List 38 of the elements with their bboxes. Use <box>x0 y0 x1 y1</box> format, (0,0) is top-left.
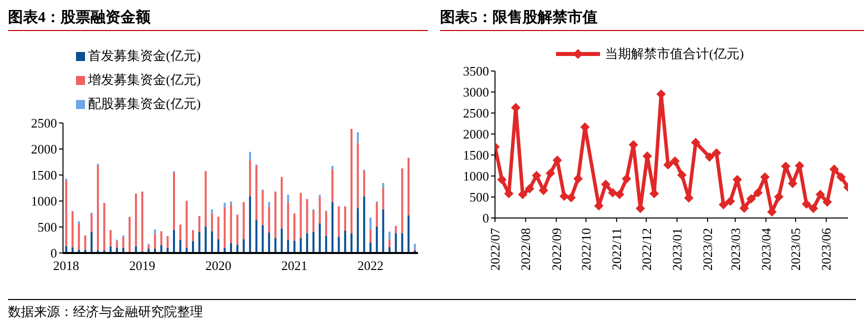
x-tick-label: 2018 <box>53 258 80 274</box>
x-tick-label: 2023/01 <box>669 228 684 271</box>
x-tick-label: 2022/09 <box>548 228 564 271</box>
chart-title: 图表4：股票融资金额 <box>8 8 428 31</box>
y-tick-label: 2500 <box>31 116 57 131</box>
x-tick-label: 2021 <box>281 258 308 274</box>
x-tick-label: 2022/10 <box>578 228 594 271</box>
x-tick-label: 2023/06 <box>818 228 834 271</box>
x-tick-label: 2020 <box>205 258 232 274</box>
y-tick-label: 2000 <box>463 126 489 142</box>
y-tick-label: 0 <box>482 210 489 226</box>
x-tick-label: 2023/05 <box>788 228 804 271</box>
y-tick-label: 2500 <box>463 106 489 121</box>
x-tick-label: 2022/11 <box>609 228 624 270</box>
y-tick-label: 1500 <box>463 148 489 163</box>
y-tick-label: 500 <box>38 220 57 235</box>
legend-label: 首发募集资金(亿元) <box>88 47 201 65</box>
x-tick-label: 2019 <box>129 258 156 274</box>
chart-title: 图表5：限售股解禁市值 <box>440 8 864 31</box>
x-tick-label: 2022/12 <box>638 228 654 271</box>
x-tick-label: 2023/03 <box>728 228 743 271</box>
y-tick-label: 1000 <box>31 194 57 209</box>
x-tick-label: 2023/04 <box>758 228 774 271</box>
source-note: 数据来源：经济与金融研究院整理 <box>8 303 204 321</box>
x-tick-label: 2022/08 <box>518 228 534 271</box>
legend-label: 配股募集资金(亿元) <box>88 95 201 113</box>
legend-label: 当期解禁市值合计(亿元) <box>605 45 744 63</box>
y-tick-label: 3500 <box>463 64 489 79</box>
y-tick-label: 1000 <box>463 168 489 184</box>
y-tick-label: 2000 <box>31 142 57 157</box>
x-tick-label: 2022/07 <box>488 228 502 271</box>
y-tick-label: 500 <box>470 190 489 205</box>
y-tick-label: 1500 <box>31 168 57 183</box>
y-tick-label: 3000 <box>463 84 489 100</box>
legend-label: 增发募集资金(亿元) <box>88 71 201 89</box>
x-tick-label: 2023/02 <box>700 228 716 271</box>
y-tick-label: 0 <box>50 246 57 261</box>
x-tick-label: 2022 <box>357 258 384 274</box>
